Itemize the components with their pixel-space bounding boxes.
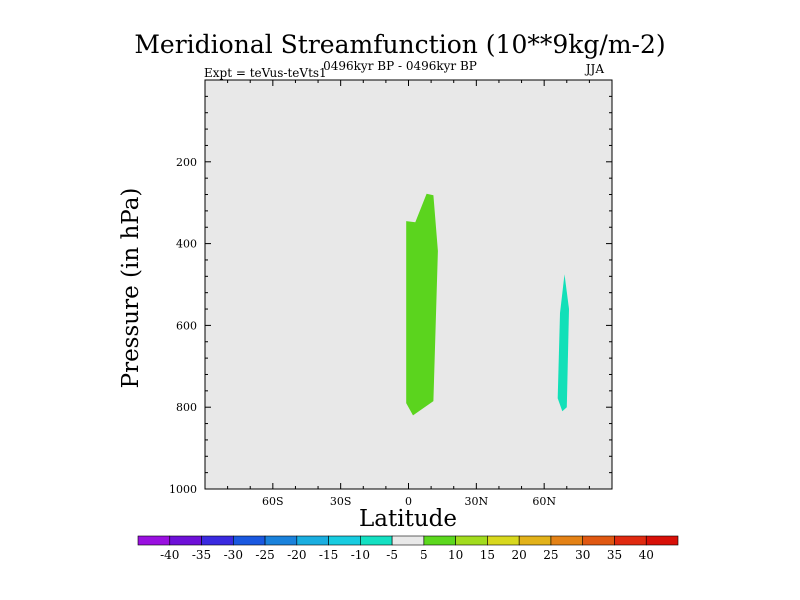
colorbar-box (201, 535, 234, 546)
contour-region-0 (406, 193, 438, 416)
colorbar-label: -10 (351, 548, 370, 562)
colorbar-box (169, 535, 202, 546)
colorbar (137, 535, 679, 546)
colorbar-label: 20 (512, 548, 527, 562)
colorbar-label: 10 (448, 548, 463, 562)
colorbar-label: -25 (255, 548, 274, 562)
colorbar-box (614, 535, 647, 546)
season-label: JJA (585, 62, 604, 76)
y-tick-labels: 200 400 600 800 1000 (169, 156, 197, 496)
colorbar-box (328, 535, 361, 546)
colorbar-box (487, 535, 520, 546)
colorbar-box (550, 535, 584, 546)
colorbar-label: -40 (160, 548, 179, 562)
colorbar-box (582, 535, 615, 546)
x-tick-label: 60S (262, 495, 284, 508)
colorbar-box (455, 535, 488, 546)
colorbar-label: 30 (575, 548, 590, 562)
colorbar-box (645, 535, 679, 546)
chart-title: Meridional Streamfunction (10**9kg/m-2) (134, 30, 666, 59)
colorbar-box (360, 535, 393, 546)
y-axis-label: Pressure (in hPa) (118, 188, 144, 389)
colorbar-label: 25 (543, 548, 558, 562)
x-tick-label: 30N (465, 495, 489, 508)
colorbar-box (264, 535, 298, 546)
y-tick-label: 600 (176, 319, 197, 332)
colorbar-label: 35 (607, 548, 622, 562)
colorbar-label: -30 (224, 548, 243, 562)
colorbar-label: -20 (287, 548, 306, 562)
experiment-label: Expt = teVus-teVts1 (204, 66, 327, 80)
colorbar-box (423, 535, 456, 546)
colorbar-box (518, 535, 552, 546)
colorbar-label: -5 (386, 548, 398, 562)
colorbar-box (137, 535, 171, 546)
y-tick-label: 1000 (169, 483, 197, 496)
contour-region-1 (557, 274, 569, 412)
x-tick-label: 30S (330, 495, 352, 508)
y-tick-label: 200 (176, 156, 197, 169)
colorbar-label: -15 (319, 548, 338, 562)
colorbar-labels: -40 -35 -30 -25 -20 -15 -10 -5 5 10 15 20 25 30 35 40 (160, 548, 654, 562)
colorbar-label: 5 (420, 548, 428, 562)
y-tick-label: 800 (176, 401, 197, 414)
colorbar-box (296, 535, 329, 546)
colorbar-label: 40 (639, 548, 654, 562)
x-tick-label: 60N (532, 495, 556, 508)
colorbar-label: -35 (192, 548, 211, 562)
colorbar-box (232, 535, 266, 546)
colorbar-label: 15 (480, 548, 495, 562)
axis-ticks (204, 79, 613, 490)
x-axis-label: Latitude (359, 506, 457, 532)
chart-subtitle: 0496kyr BP - 0496kyr BP (323, 59, 477, 73)
y-tick-label: 400 (176, 238, 197, 251)
contour-regions (406, 193, 569, 416)
x-tick-label: 0 (405, 495, 412, 508)
colorbar-box (391, 535, 425, 546)
x-tick-labels: 60S 30S 0 30N 60N (262, 495, 556, 508)
